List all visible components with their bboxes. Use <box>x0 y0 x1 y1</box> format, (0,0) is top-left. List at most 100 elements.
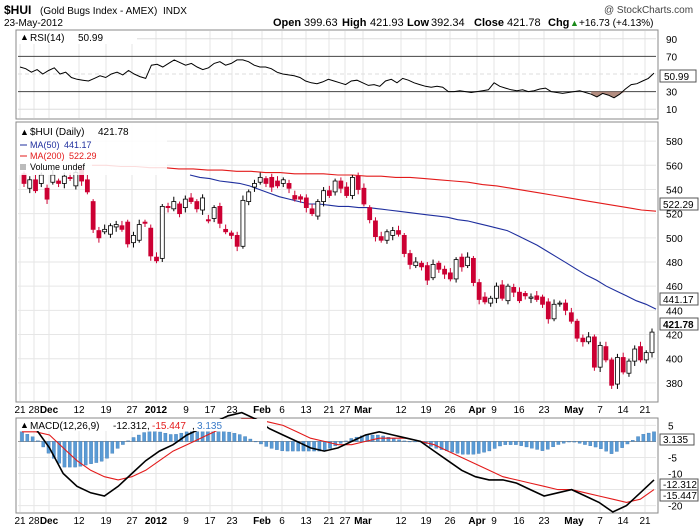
candle-body-up <box>649 331 655 354</box>
candle <box>430 259 436 281</box>
macd-signal-value: -15.447 <box>152 421 186 432</box>
macd-hist-bar <box>227 431 231 442</box>
candle <box>44 184 50 204</box>
candle <box>338 177 344 194</box>
candle-body-down <box>396 230 401 235</box>
x-tick-label: 26 <box>444 405 456 416</box>
macd-hist-bar <box>163 433 168 442</box>
chg-label: Chg <box>548 17 569 29</box>
candle <box>419 260 424 271</box>
candle <box>476 278 482 305</box>
macd-plot <box>20 411 656 513</box>
open-value: 399.63 <box>304 17 338 29</box>
candle-body-down <box>148 227 154 257</box>
macd-hist-bar <box>126 440 130 442</box>
macd-label: MACD(12,26,9) <box>30 421 99 432</box>
macd-hist-bar <box>147 431 152 442</box>
macd-hist-bar <box>115 441 120 449</box>
x-tick-label-bottom: Mar <box>354 516 372 527</box>
candle <box>125 219 131 248</box>
price-legend-icon: ▲ <box>20 127 29 137</box>
macd-line <box>21 411 655 513</box>
macd-tick-label: 5 <box>668 421 674 432</box>
candle-body-down <box>545 301 551 320</box>
macd-hist-bar <box>392 438 396 442</box>
candle <box>280 177 286 188</box>
candle-body-down <box>234 235 240 247</box>
candle-body-down <box>540 296 545 305</box>
rsi-value: 50.99 <box>78 33 103 44</box>
macd-hist-bar <box>588 441 593 446</box>
candle <box>188 193 194 204</box>
macd-hist-bar <box>248 438 253 442</box>
candle <box>574 318 580 342</box>
x-tick-label: 12 <box>73 405 85 416</box>
macd-hist-bar <box>652 431 656 442</box>
candle-body-up <box>453 259 459 280</box>
macd-hist-bar <box>105 441 109 459</box>
candle <box>96 226 102 243</box>
candle-body-up <box>240 199 246 247</box>
x-tick-label-bottom: 26 <box>444 516 456 527</box>
candle-body-up <box>488 297 494 304</box>
macd-hist-bar <box>291 441 295 452</box>
close-last-tag <box>659 317 699 331</box>
macd-hist-bar <box>583 441 587 445</box>
open-label: Open <box>273 17 301 29</box>
candle-body-up <box>50 174 56 183</box>
macd-hist-bar <box>514 441 518 445</box>
rsi-tick-label: 10 <box>666 105 678 116</box>
candle-body-down <box>188 197 194 202</box>
candle-body-down <box>482 296 488 303</box>
candle <box>401 232 407 258</box>
candle <box>84 174 90 195</box>
candle <box>56 178 61 188</box>
x-tick-label-bottom: 9 <box>183 516 189 527</box>
low-value: 392.34 <box>431 17 465 29</box>
macd-hist-bar <box>110 441 115 454</box>
macd-hist-bar <box>609 441 614 454</box>
candle <box>108 223 113 238</box>
x-tick-label-bottom: 12 <box>73 516 85 527</box>
macd-hist-bar <box>604 441 608 452</box>
candle <box>211 205 217 223</box>
macd-hist-bar <box>508 441 513 445</box>
x-tick-label: 13 <box>300 405 312 416</box>
signal-last-tag <box>659 489 699 502</box>
candle <box>217 202 223 229</box>
macd-hist-bar <box>30 436 35 442</box>
macd-last-value: -12.312 <box>663 480 697 491</box>
candle-body-up <box>182 198 188 209</box>
macd-hist-bar <box>386 437 391 442</box>
chg-value: +16.73 (+4.13%) <box>579 18 654 29</box>
macd-hist-bar <box>285 441 290 452</box>
moving-averages <box>92 164 657 310</box>
x-tick-label: 27 <box>339 405 351 416</box>
candle-body-down <box>476 282 482 300</box>
candle-body-down <box>574 320 580 339</box>
x-tick-label-bottom: Dec <box>40 516 59 527</box>
price-label: $HUI (Daily) <box>30 127 84 138</box>
candle <box>413 257 419 269</box>
macd-hist-bar <box>519 441 523 446</box>
macd-hist-bar <box>237 434 242 442</box>
macd-hist-bar <box>216 431 221 442</box>
x-tick-label-bottom: Feb <box>253 516 271 527</box>
candle <box>269 173 275 192</box>
rsi-tick-label: 90 <box>666 35 678 46</box>
candle <box>396 225 401 237</box>
x-tick-label: 23 <box>226 405 238 416</box>
macd-hist-bar <box>646 432 651 442</box>
x-tick-label: 21 <box>323 405 335 416</box>
x-tick-label: May <box>564 405 584 416</box>
ma50-value: 441.17 <box>64 140 92 150</box>
candle-body-up <box>586 336 592 343</box>
ma200-last-tag <box>659 197 699 211</box>
high-value: 421.93 <box>370 17 404 29</box>
candle-body-up <box>171 201 177 210</box>
candle-body-down <box>367 207 373 221</box>
ohlc-summary: Open 399.63 High 421.93 Low 392.34 Close… <box>273 17 654 29</box>
x-tick-label: 27 <box>126 405 138 416</box>
macd-hist-bar <box>561 441 566 444</box>
